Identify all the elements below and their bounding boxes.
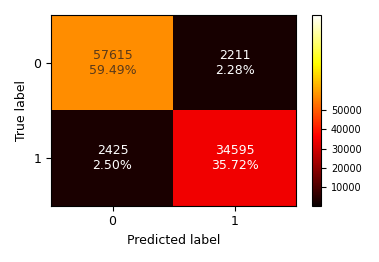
Y-axis label: True label: True label <box>15 80 28 141</box>
X-axis label: Predicted label: Predicted label <box>127 234 221 247</box>
Text: 34595
35.72%: 34595 35.72% <box>211 144 259 172</box>
Text: 2425
2.50%: 2425 2.50% <box>92 144 132 172</box>
Text: 2211
2.28%: 2211 2.28% <box>215 49 255 77</box>
Text: 57615
59.49%: 57615 59.49% <box>89 49 136 77</box>
